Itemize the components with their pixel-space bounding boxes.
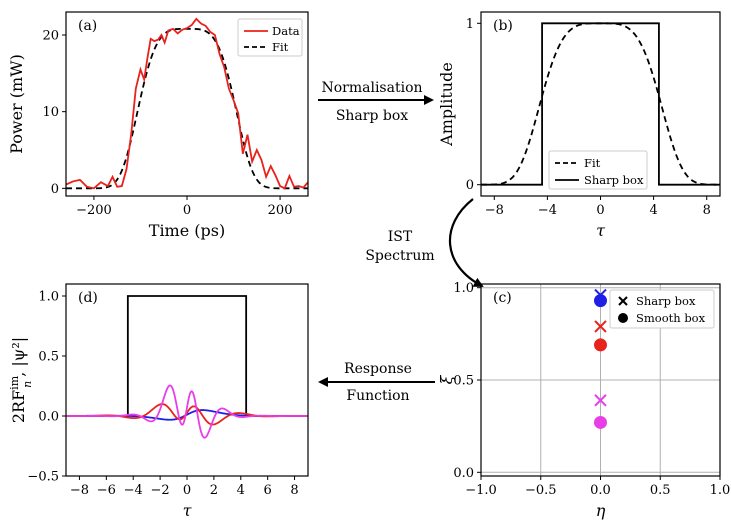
panel-c: −1.0 −0.5 0.0 0.5 1.0 0.0 0.5 1.0 η (c) ξ Sharp box… — [437, 281, 730, 520]
series-group — [481, 22, 720, 186]
x-tick-label: −1.0 — [465, 483, 497, 498]
y-tick-label: 1.0 — [38, 290, 59, 305]
plot-frame — [65, 283, 309, 477]
legend-smoothbox-label: Smooth box — [636, 311, 706, 325]
y-label-tail: , |ψ²| — [9, 337, 28, 377]
x-tick-label: −200 — [76, 203, 112, 218]
legend: Sharp box Smooth box — [609, 289, 715, 329]
y-tick-label: 1 — [466, 17, 474, 32]
legend: Data Fit — [237, 18, 303, 57]
panel-label: (b) — [493, 18, 513, 34]
y-tick-label: 0.5 — [453, 374, 474, 389]
data-line — [66, 17, 308, 190]
x-tick-label: −8 — [485, 203, 504, 218]
legend-dot-swatch — [618, 313, 628, 323]
panel-label: (d) — [78, 290, 98, 306]
smooth-box-point — [594, 338, 607, 352]
x-tick-label: 8 — [290, 483, 298, 498]
x-tick-label: −4 — [124, 483, 143, 498]
y-tick-label: 0.0 — [453, 466, 474, 481]
legend-fit-label: Fit — [272, 40, 289, 54]
x-tick-label: 0.0 — [590, 483, 611, 498]
sharp-box-point — [594, 320, 607, 333]
x-tick-label: 4 — [649, 203, 657, 218]
arrow-ist-label: IST — [388, 229, 413, 245]
y-tick-label: −0.5 — [27, 470, 59, 485]
x-marker-stroke — [618, 296, 628, 306]
legend-box — [609, 289, 715, 329]
plot-frame — [65, 11, 309, 197]
y-axis-label: ξ — [437, 374, 456, 384]
panel-a: −200 0 200 0 10 20 Time (ps) (a) Power (mW) Data F… — [7, 11, 309, 240]
x-tick-label: 4 — [237, 483, 245, 498]
y-label-main: 2RF — [9, 390, 28, 423]
x-tick-label: −2 — [151, 483, 170, 498]
x-marker-stroke — [594, 320, 607, 333]
x-tick-label: 200 — [268, 203, 293, 218]
x-marker-stroke — [594, 394, 607, 407]
y-tick-label: 0 — [466, 178, 474, 193]
arrow-normalisation: Normalisation Sharp box — [318, 80, 434, 124]
y-tick-label: 20 — [42, 29, 59, 44]
plot-frame — [480, 283, 721, 477]
y-label-sup: im — [8, 375, 21, 390]
x-tick-label: −4 — [538, 203, 557, 218]
plot-frame — [480, 11, 721, 197]
response-mode-3-line — [66, 384, 308, 439]
sharp-box-line — [481, 22, 720, 186]
x-tick-label: 1.0 — [710, 483, 731, 498]
sharp-box-point — [594, 288, 607, 302]
y-tick-label: 10 — [42, 105, 59, 120]
x-axis-label: Time (ps) — [149, 221, 225, 240]
arrow-ist-spectrum: IST Spectrum — [365, 198, 484, 287]
x-axis-label: τ — [183, 501, 193, 520]
y-tick-label: 0 — [51, 182, 59, 197]
legend: Fit Sharp box — [548, 150, 648, 190]
x-tick-label: −8 — [70, 483, 89, 498]
x-tick-label: −0.5 — [525, 483, 557, 498]
arrow-normalisation-label: Normalisation — [321, 80, 422, 96]
panel-label: (a) — [78, 18, 97, 34]
legend-data-label: Data — [272, 24, 300, 38]
legend-sharpbox-label: Sharp box — [584, 173, 644, 187]
y-axis-label: 2RFimn , |ψ²| — [8, 337, 34, 423]
x-axis-label: τ — [596, 221, 606, 240]
arrow-response-function: Response Function — [318, 361, 435, 404]
arrow-ist-spectrum-curve — [449, 198, 484, 287]
smooth-box-point — [594, 415, 607, 429]
legend-x-swatch — [618, 296, 628, 306]
x-tick-label: 0 — [183, 203, 191, 218]
arrow-response-label: Response — [344, 361, 412, 377]
y-tick-label: 0.5 — [38, 350, 59, 365]
y-axis-label: Amplitude — [437, 62, 456, 147]
series-group — [66, 17, 308, 190]
sharp-box-point — [594, 394, 607, 407]
y-tick-label: 1.0 — [453, 281, 474, 296]
x-tick-label: 2 — [210, 483, 218, 498]
x-tick-label: 6 — [264, 483, 272, 498]
x-tick-label: −6 — [97, 483, 116, 498]
sharp-box-line — [66, 295, 308, 417]
y-tick-label: 0.0 — [38, 410, 59, 425]
series-group — [66, 295, 308, 439]
legend-sharpbox-label: Sharp box — [636, 294, 696, 308]
y-axis-label: Power (mW) — [7, 54, 26, 154]
x-tick-label: 8 — [703, 203, 711, 218]
panel-label: (c) — [493, 290, 512, 306]
x-tick-label: 0 — [596, 203, 604, 218]
legend-fit-label: Fit — [584, 156, 601, 170]
x-tick-label: 0 — [183, 483, 191, 498]
x-marker-stroke — [594, 288, 607, 302]
panel-d: −8 −6 −4 −2 0 2 4 6 8 −0.5 0.0 0.5 1.0 τ (d) 2RFimn , |ψ… — [8, 283, 309, 520]
x-axis-label: η — [596, 501, 606, 520]
x-tick-label: 0.5 — [650, 483, 671, 498]
arrow-spectrum-label: Spectrum — [365, 248, 434, 264]
arrow-sharpbox-label: Sharp box — [336, 108, 408, 124]
y-label-sub: n — [21, 381, 34, 388]
arrow-function-label: Function — [346, 388, 409, 404]
panel-b: −8 −4 0 4 8 0 1 τ (b) Amplitude Fit Sharp box — [437, 11, 721, 240]
